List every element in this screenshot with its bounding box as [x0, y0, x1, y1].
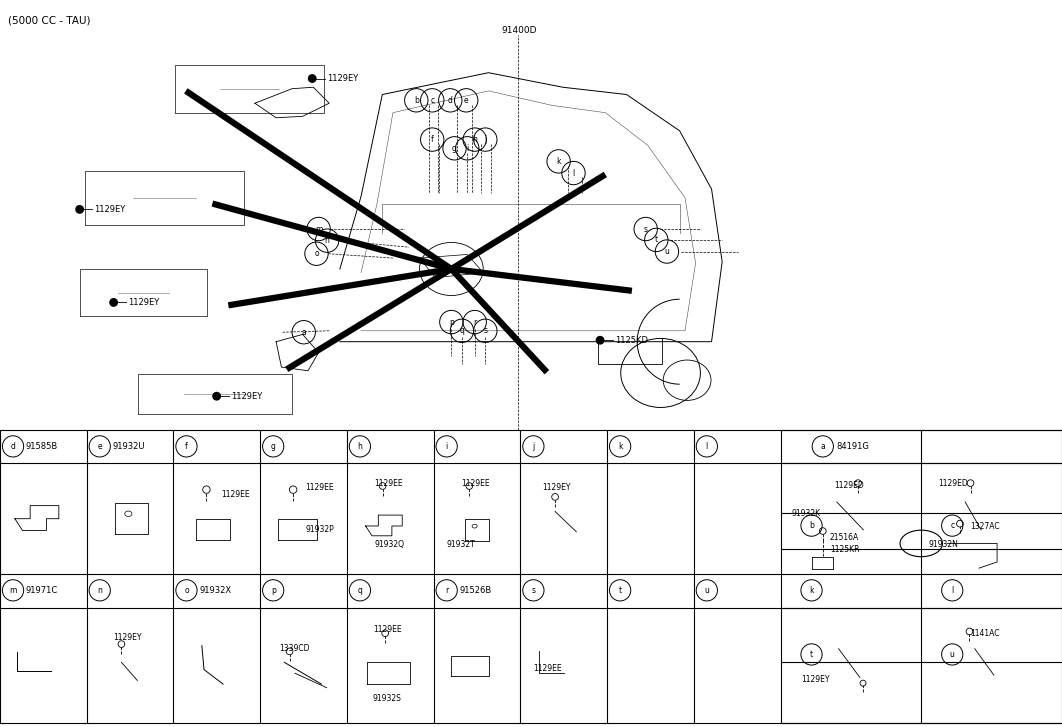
Text: 1129ED: 1129ED	[834, 481, 863, 490]
Ellipse shape	[212, 393, 221, 400]
Text: l: l	[706, 442, 708, 451]
Text: q: q	[460, 326, 464, 335]
Text: c: c	[950, 521, 955, 530]
Text: 1129EY: 1129EY	[95, 205, 125, 214]
Text: c: c	[430, 96, 434, 105]
Text: i: i	[466, 144, 468, 153]
Text: 1125KR: 1125KR	[829, 545, 859, 554]
Text: 91932N: 91932N	[928, 540, 958, 549]
Text: (5000 CC - TAU): (5000 CC - TAU)	[8, 16, 91, 26]
Ellipse shape	[110, 299, 117, 306]
Text: u: u	[949, 650, 955, 659]
Text: f: f	[431, 135, 433, 144]
Text: 1129EY: 1129EY	[232, 392, 262, 401]
Text: a: a	[302, 328, 306, 337]
Text: 91932Q: 91932Q	[375, 540, 405, 549]
Text: p: p	[271, 586, 276, 595]
Text: d: d	[448, 96, 452, 105]
Text: 91932X: 91932X	[200, 586, 232, 595]
Text: t: t	[655, 236, 657, 244]
Text: e: e	[464, 96, 468, 105]
Text: 1129EY: 1129EY	[113, 632, 141, 642]
Text: s: s	[644, 225, 648, 233]
Text: 91932K: 91932K	[792, 509, 821, 518]
Text: o: o	[184, 586, 189, 595]
Text: 1129EE: 1129EE	[375, 478, 404, 488]
Text: l: l	[952, 586, 954, 595]
Ellipse shape	[309, 75, 316, 82]
Text: a: a	[821, 442, 825, 451]
Text: n: n	[325, 236, 329, 245]
Text: 91400D: 91400D	[501, 26, 536, 35]
Text: 1129EE: 1129EE	[461, 478, 490, 488]
Text: 91932P: 91932P	[305, 526, 335, 534]
Text: r: r	[445, 586, 448, 595]
Text: r: r	[473, 318, 477, 326]
Text: t: t	[810, 650, 813, 659]
Text: b: b	[809, 521, 813, 530]
Text: 91932S: 91932S	[373, 694, 401, 702]
Text: j: j	[532, 442, 534, 451]
Text: 91932T: 91932T	[447, 540, 476, 549]
Text: 1339CD: 1339CD	[279, 644, 310, 653]
Text: k: k	[809, 586, 813, 595]
Text: g: g	[271, 442, 276, 451]
Text: m: m	[10, 586, 17, 595]
Text: 1129ED: 1129ED	[938, 478, 967, 488]
Text: 91932U: 91932U	[113, 442, 145, 451]
Text: 91526B: 91526B	[460, 586, 492, 595]
Text: 1327AC: 1327AC	[971, 522, 1000, 531]
Text: s: s	[531, 586, 535, 595]
Text: m: m	[315, 225, 322, 233]
Text: 1129EE: 1129EE	[373, 624, 401, 634]
Text: t: t	[618, 586, 621, 595]
Text: g: g	[452, 144, 457, 153]
Text: 1129EY: 1129EY	[802, 675, 830, 684]
Text: 21516A: 21516A	[829, 533, 859, 542]
Text: 1125KD: 1125KD	[615, 336, 648, 345]
Text: 1129EY: 1129EY	[327, 74, 358, 83]
Text: 91585B: 91585B	[25, 442, 58, 451]
Text: k: k	[556, 157, 561, 166]
Text: 91971C: 91971C	[25, 586, 58, 595]
Text: 1129EE: 1129EE	[221, 490, 250, 499]
Text: o: o	[314, 249, 319, 258]
Text: f: f	[185, 442, 188, 451]
Text: h: h	[358, 442, 362, 451]
Text: q: q	[358, 586, 362, 595]
Ellipse shape	[597, 337, 603, 344]
Text: p: p	[449, 318, 453, 326]
Text: l: l	[572, 169, 575, 177]
Text: b: b	[414, 96, 418, 105]
Text: h: h	[473, 135, 477, 144]
Text: 1129EE: 1129EE	[305, 483, 333, 492]
Text: 1141AC: 1141AC	[971, 630, 1000, 638]
Text: i: i	[446, 442, 448, 451]
Text: 84191G: 84191G	[837, 442, 870, 451]
Text: 1129EE: 1129EE	[533, 664, 562, 672]
Text: u: u	[704, 586, 709, 595]
Text: e: e	[98, 442, 102, 451]
Text: d: d	[11, 442, 16, 451]
Text: n: n	[98, 586, 102, 595]
Text: s: s	[483, 326, 487, 335]
Text: 1129EY: 1129EY	[129, 298, 159, 307]
Text: 1129EY: 1129EY	[542, 483, 570, 492]
Text: k: k	[618, 442, 622, 451]
Ellipse shape	[76, 206, 83, 213]
Text: j: j	[484, 135, 486, 144]
Text: u: u	[665, 247, 669, 256]
